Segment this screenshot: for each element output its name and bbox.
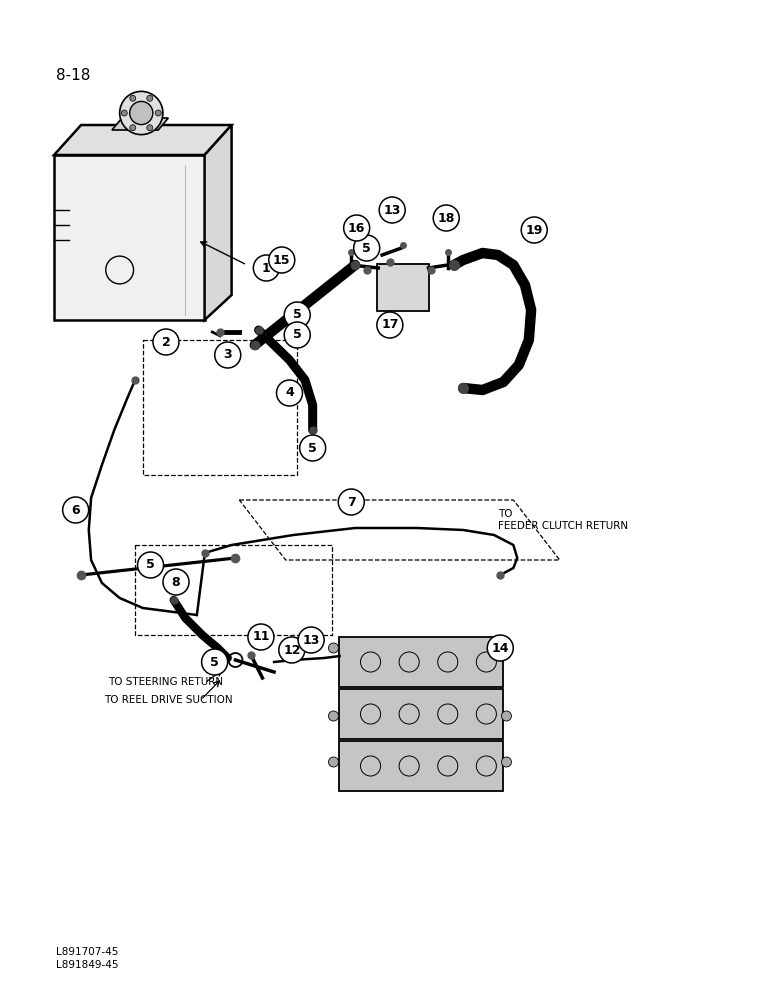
Text: 1: 1	[262, 261, 271, 274]
Text: TO REEL DRIVE SUCTION: TO REEL DRIVE SUCTION	[104, 695, 233, 705]
FancyBboxPatch shape	[378, 264, 429, 311]
Circle shape	[269, 247, 295, 273]
Text: 17: 17	[381, 318, 398, 332]
Circle shape	[329, 711, 338, 721]
Circle shape	[354, 235, 380, 261]
FancyBboxPatch shape	[339, 689, 503, 739]
Text: 5: 5	[146, 558, 155, 572]
Text: 5: 5	[293, 328, 302, 342]
Text: 5: 5	[293, 308, 302, 322]
Text: 4: 4	[285, 386, 294, 399]
Text: 7: 7	[347, 495, 356, 508]
Circle shape	[338, 489, 364, 515]
Circle shape	[163, 569, 189, 595]
Circle shape	[253, 255, 279, 281]
Circle shape	[130, 95, 136, 101]
Text: 12: 12	[283, 644, 300, 656]
Circle shape	[130, 101, 153, 125]
Circle shape	[120, 91, 163, 135]
Text: 3: 3	[223, 349, 232, 361]
Circle shape	[433, 205, 459, 231]
Circle shape	[279, 637, 305, 663]
Text: 14: 14	[492, 642, 509, 654]
Circle shape	[379, 197, 405, 223]
Circle shape	[284, 302, 310, 328]
FancyBboxPatch shape	[339, 637, 503, 687]
Polygon shape	[112, 118, 168, 130]
Polygon shape	[205, 125, 232, 320]
Circle shape	[276, 380, 303, 406]
Circle shape	[298, 627, 324, 653]
Circle shape	[284, 322, 310, 348]
Circle shape	[201, 649, 228, 675]
Circle shape	[329, 757, 338, 767]
Circle shape	[521, 217, 547, 243]
Text: 2: 2	[161, 336, 171, 349]
Circle shape	[137, 552, 164, 578]
Circle shape	[147, 125, 153, 131]
Text: 5: 5	[210, 656, 219, 668]
Circle shape	[502, 757, 511, 767]
Text: L891707-45: L891707-45	[56, 947, 119, 957]
Circle shape	[215, 342, 241, 368]
Circle shape	[487, 635, 513, 661]
Circle shape	[121, 110, 127, 116]
Text: TO
FEEDER CLUTCH RETURN: TO FEEDER CLUTCH RETURN	[498, 509, 628, 531]
Circle shape	[63, 497, 89, 523]
Text: 15: 15	[273, 253, 290, 266]
Circle shape	[377, 312, 403, 338]
Text: 18: 18	[438, 212, 455, 225]
Text: 6: 6	[71, 504, 80, 516]
FancyBboxPatch shape	[339, 741, 503, 791]
Text: 5: 5	[362, 241, 371, 254]
Circle shape	[130, 125, 136, 131]
Text: 16: 16	[348, 222, 365, 234]
Circle shape	[502, 711, 511, 721]
Text: 13: 13	[303, 634, 320, 647]
Text: 5: 5	[308, 442, 317, 454]
Circle shape	[329, 643, 338, 653]
Circle shape	[344, 215, 370, 241]
Circle shape	[155, 110, 161, 116]
Circle shape	[153, 329, 179, 355]
Circle shape	[248, 624, 274, 650]
Polygon shape	[54, 155, 205, 320]
Circle shape	[300, 435, 326, 461]
Circle shape	[147, 95, 153, 101]
Text: 19: 19	[526, 224, 543, 236]
Text: 13: 13	[384, 204, 401, 217]
Text: TO STEERING RETURN: TO STEERING RETURN	[108, 677, 223, 687]
Polygon shape	[54, 125, 232, 155]
Text: 8: 8	[171, 576, 181, 588]
Text: 8-18: 8-18	[56, 68, 91, 83]
Circle shape	[502, 643, 511, 653]
Text: 11: 11	[252, 631, 269, 644]
Text: L891849-45: L891849-45	[56, 960, 119, 970]
